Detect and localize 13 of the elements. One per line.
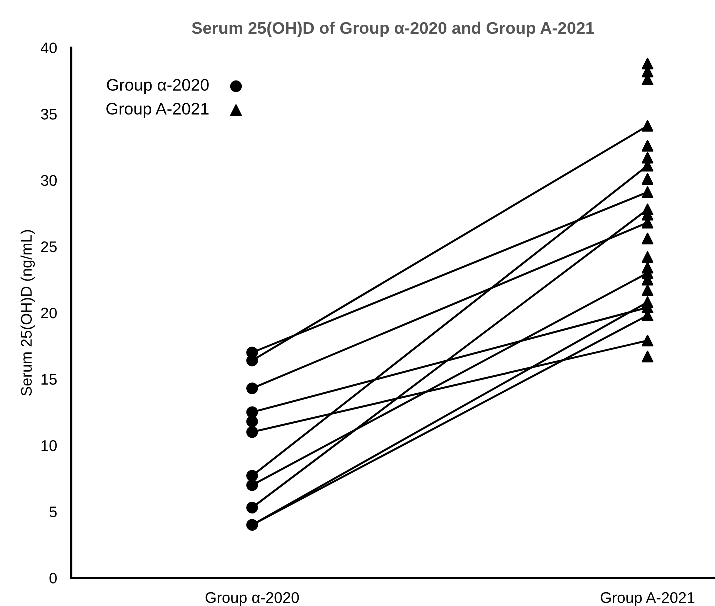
legend-label: Group α-2020 (107, 79, 209, 94)
y-tick-label: 5 (50, 506, 57, 518)
y-tick-label: 20 (41, 308, 58, 319)
y-tick-label: 10 (42, 440, 58, 452)
y-tick-label: 15 (42, 374, 57, 385)
y-tick-label: 30 (41, 175, 58, 186)
y-tick-label: 0 (50, 572, 58, 584)
y-axis-title: Serum 25(OH)D (ng/mL) (20, 230, 36, 396)
chart-title: Serum 25(OH)D of Group α-2020 and Group A-2021 (192, 22, 594, 38)
y-tick-label: 40 (40, 42, 58, 54)
y-tick-label: 35 (41, 109, 57, 120)
y-tick-label: 25 (41, 242, 57, 252)
legend-label: Group A-2021 (106, 103, 209, 118)
